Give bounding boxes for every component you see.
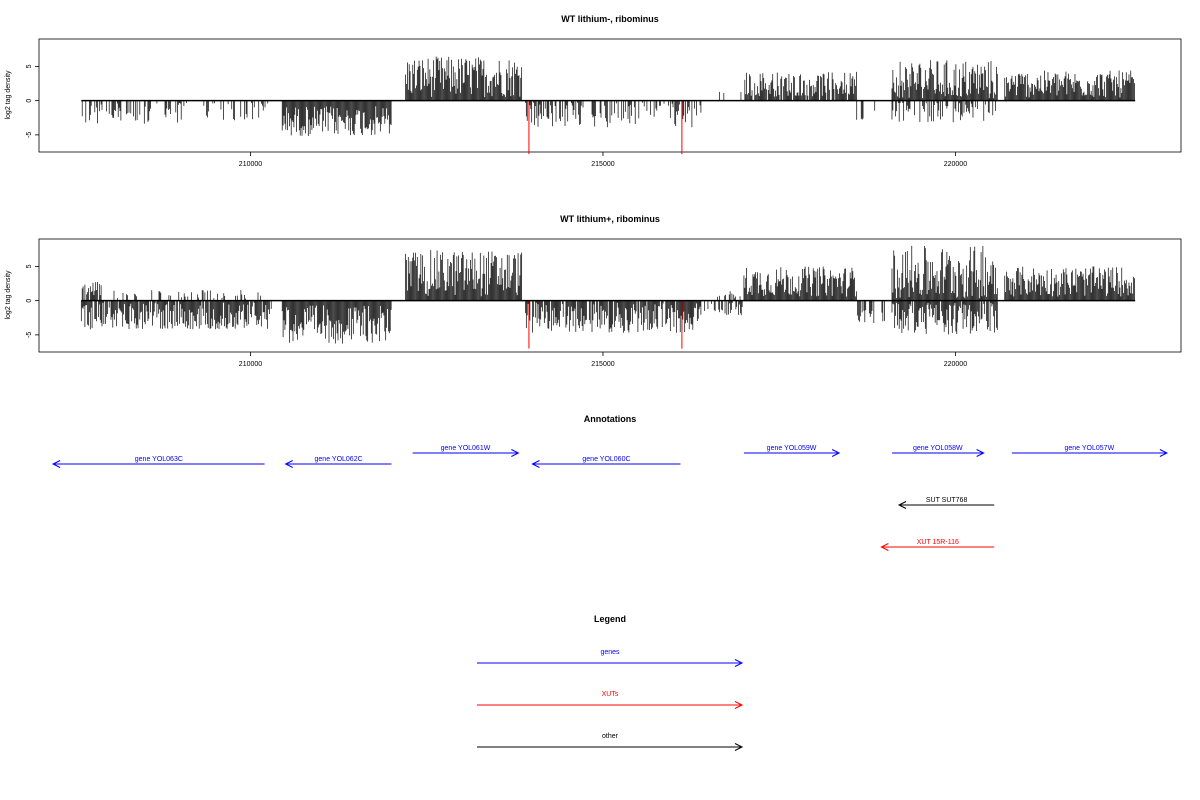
annotation-arrow: gene YOL057W: [1011, 445, 1169, 457]
arrow-head: [531, 460, 540, 468]
annotation-arrow: gene YOL061W: [412, 445, 520, 457]
annotation-label: gene YOL062C: [315, 456, 363, 463]
axes: 210000 215000 220000 5 0 -5: [26, 64, 967, 168]
arrow-head: [284, 460, 293, 468]
annotation-arrow: gene YOL063C: [51, 456, 265, 468]
y-tick-label: -5: [26, 332, 33, 338]
annotations-panel: Annotations gene YOL063C gene YOL062Cgene…: [51, 414, 1169, 551]
y-tick-label: -5: [26, 132, 33, 138]
highlight-bars: [528, 100, 683, 155]
coverage-panel-lithium-plus: WT lithium+, ribominus log2 tag density …: [5, 214, 1182, 368]
annotation-arrow: SUT SUT768: [897, 497, 995, 509]
x-tick-label: 215000: [591, 161, 614, 168]
annotation-arrow: gene YOL058W: [891, 445, 985, 457]
annotation-arrow: gene YOL060C: [531, 456, 681, 468]
y-tick-label: 0: [26, 99, 33, 103]
y-tick-label: 0: [26, 299, 33, 303]
annotation-label: SUT SUT768: [926, 497, 968, 504]
annotation-label: gene YOL057W: [1065, 445, 1115, 452]
axes: 210000 215000 220000 5 0 -5: [26, 264, 967, 368]
legend-title: Legend: [594, 614, 626, 624]
arrow-head: [831, 449, 841, 457]
x-tick-label: 210000: [239, 161, 262, 168]
legend-items: genes XUTs other: [477, 649, 744, 751]
arrow-head: [880, 543, 889, 551]
y-tick-label: 5: [26, 264, 33, 268]
plot-frame: [38, 38, 1182, 153]
legend-item: other: [477, 733, 744, 751]
annotations-title: Annotations: [584, 414, 637, 424]
x-tick-label: 220000: [944, 361, 967, 368]
arrow-head: [511, 449, 520, 457]
legend-label: genes: [600, 649, 620, 656]
annotation-arrow: XUT 15R-116: [880, 539, 995, 551]
highlight-bars: [528, 300, 683, 349]
annotation-label: gene YOL063C: [135, 456, 183, 463]
annotation-label: gene YOL060C: [582, 456, 630, 463]
arrow-head: [734, 701, 744, 709]
annotation-label: gene YOL059W: [767, 445, 817, 452]
arrow-head: [734, 659, 744, 667]
annotation-label: XUT 15R-116: [917, 539, 959, 546]
panel-title: WT lithium+, ribominus: [560, 214, 660, 224]
legend-item: XUTs: [477, 691, 744, 709]
annotation-arrow: gene YOL062C: [284, 456, 392, 468]
x-tick-label: 220000: [944, 161, 967, 168]
arrow-head: [976, 449, 985, 457]
legend-item: genes: [477, 649, 744, 667]
y-axis-label: log2 tag density: [5, 70, 12, 120]
y-tick-label: 5: [26, 64, 33, 68]
y-axis-label: log2 tag density: [5, 270, 12, 320]
annotation-arrow: gene YOL059W: [743, 445, 841, 457]
x-tick-label: 215000: [591, 361, 614, 368]
coverage-bars: [81, 56, 1135, 137]
coverage-panel-lithium-minus: WT lithium-, ribominus log2 tag density …: [5, 14, 1182, 168]
annotation-label: gene YOL058W: [913, 445, 963, 452]
arrow-head: [51, 460, 61, 468]
annotation-tracks: gene YOL063C gene YOL062C gene YOL061W gene…: [51, 445, 1169, 551]
x-tick-label: 210000: [239, 361, 262, 368]
legend-panel: Legend genes XUTs other: [477, 614, 744, 751]
plot-frame: [38, 238, 1182, 353]
arrow-head: [734, 743, 744, 751]
legend-label: XUTs: [602, 691, 619, 698]
legend-label: other: [602, 733, 619, 740]
annotation-label: gene YOL061W: [441, 445, 491, 452]
panel-title: WT lithium-, ribominus: [561, 14, 659, 24]
arrow-head: [1159, 449, 1169, 457]
coverage-bars: [80, 245, 1135, 344]
arrow-head: [897, 501, 907, 509]
